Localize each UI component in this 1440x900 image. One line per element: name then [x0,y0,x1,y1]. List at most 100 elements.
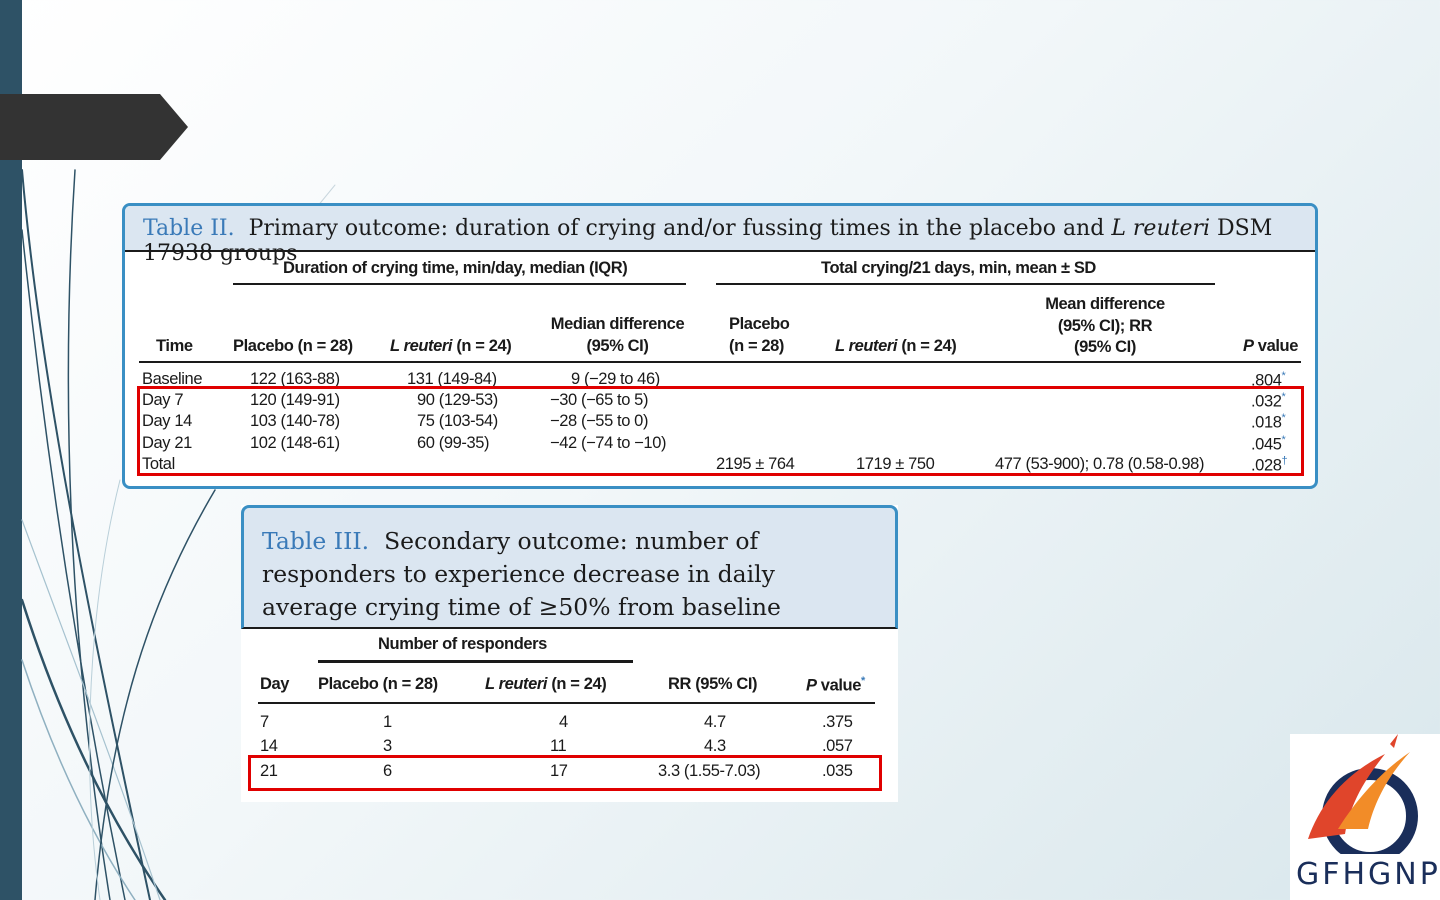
row-p-mark: * [1281,412,1286,424]
col-rr: RR (95% CI) [668,675,758,693]
row-lreuteri: 131 (149-84) [407,370,497,388]
row-median-diff: 9 (−29 to 46) [571,370,660,388]
title-arrow-banner [0,94,188,160]
col-day: Day [260,675,290,693]
row-p: .032* [1251,391,1286,412]
col-p-italic: P [806,676,817,695]
row-time: Day 21 [142,434,192,452]
row-placebo: 3 [383,737,392,755]
col-p-italic: P [1243,337,1254,355]
col-total-placebo-line2: (n = 28) [729,337,785,355]
table-iii-number: Table III. [262,527,370,555]
col-mean-diff: Mean difference (95% CI); RR (95% CI) [1025,294,1185,359]
row-mean-diff: 477 (53-900); 0.78 (0.58-0.98) [995,455,1205,473]
row-placebo: 6 [383,762,392,780]
row-median-diff: −28 (−55 to 0) [550,412,649,430]
row-total-placebo: 2195 ± 764 [716,455,795,473]
table-ii-caption-end: DSM 17938 groups [143,216,1273,266]
col-median-diff: Median difference (95% CI) [545,315,690,356]
row-p-value: .057 [822,737,853,755]
row-placebo: 120 (149-91) [250,391,340,409]
col-total-lreuteri-italic: L reuteri [835,337,898,355]
row-p: .804* [1251,370,1286,391]
row-lreuteri: 4 [559,713,568,731]
row-placebo: 102 (148-61) [250,434,340,452]
row-lreuteri: 11 [550,737,567,755]
group-rule-total [716,283,1215,285]
col-mean-diff-line2: (95% CI); RR [1057,316,1153,335]
col-lreuteri: L reuteri (n = 24) [485,675,607,694]
col-lreuteri-italic: L reuteri [390,337,453,355]
row-lreuteri: 60 (99-35) [417,434,490,452]
row-time: Day 14 [142,412,192,430]
row-placebo: 122 (163-88) [250,370,340,388]
header-rule [139,361,1301,363]
row-p: .018* [1251,412,1286,433]
table-ii-caption: Table II. Primary outcome: duration of c… [125,206,1315,266]
group-rule-responders [318,660,633,663]
col-total-lreuteri: L reuteri (n = 24) [835,337,957,356]
col-lreuteri-italic: L reuteri [485,675,548,693]
logo-emblem-icon [1308,734,1418,864]
row-rr: 4.7 [704,713,726,731]
col-lreuteri-n: (n = 24) [551,675,607,693]
row-lreuteri: 90 (129-53) [417,391,498,409]
row-placebo: 1 [383,713,392,731]
row-p: .028† [1251,455,1288,476]
col-mean-diff-line3: (95% CI) [1074,338,1136,356]
group-header-total: Total crying/21 days, min, mean ± SD [821,259,1096,277]
row-day: 21 [260,762,278,780]
row-time: Day 7 [142,391,184,409]
row-p-value: .375 [822,713,853,731]
row-p-mark: † [1281,455,1288,467]
col-lreuteri-n: (n = 24) [456,337,512,355]
row-p-mark: * [1281,434,1286,446]
table-ii-caption-italic: L reuteri [1111,216,1211,241]
row-lreuteri: 17 [550,762,568,780]
col-lreuteri: L reuteri (n = 24) [390,337,512,356]
row-rr: 3.3 (1.55-7.03) [658,762,761,780]
row-p-mark: * [1281,391,1286,403]
group-header-duration: Duration of crying time, min/day, median… [283,259,628,277]
col-p-label: value [1257,337,1299,355]
col-placebo: Placebo (n = 28) [233,337,353,355]
row-median-diff: −42 (−74 to −10) [550,434,667,452]
row-day: 7 [260,713,269,731]
col-p-mark: * [861,675,865,687]
row-p-value: .018 [1251,413,1282,432]
col-p-value: P value* [806,675,865,696]
header-rule [258,702,875,704]
highlight-box-table-ii [137,386,1304,476]
table-ii-number: Table II. [143,216,235,241]
row-p-value: .045 [1251,435,1282,454]
col-median-diff-line2: (95% CI) [586,337,649,355]
row-placebo: 103 (140-78) [250,412,340,430]
col-total-lreuteri-n: (n = 24) [901,337,957,355]
table-iii-caption: Table III. Secondary outcome: number of … [241,505,898,629]
highlight-box-table-iii [248,755,882,791]
group-rule-duration [233,283,686,285]
col-placebo: Placebo (n = 28) [318,675,438,693]
row-p-value: .804 [1251,371,1282,390]
row-day: 14 [260,737,278,755]
row-p-mark: * [1281,370,1286,382]
row-p-value: .028 [1251,456,1282,475]
col-median-diff-line1: Median difference [550,315,685,333]
table-ii: Table II. Primary outcome: duration of c… [122,203,1318,489]
col-total-placebo: Placebo (n = 28) [729,315,790,356]
row-total-lreuteri: 1719 ± 750 [856,455,935,473]
table-iii: Table III. Secondary outcome: number of … [241,505,898,802]
row-lreuteri: 75 (103-54) [417,412,498,430]
row-median-diff: −30 (−65 to 5) [550,391,649,409]
row-p: .045* [1251,434,1286,455]
group-header-responders: Number of responders [378,635,547,653]
col-p-value: P value [1243,337,1298,356]
col-total-placebo-line1: Placebo [729,315,790,333]
col-mean-diff-line1: Mean difference [1045,295,1165,313]
logo [1290,734,1440,900]
col-time: Time [156,337,193,355]
row-p-value: .032 [1251,392,1282,411]
row-p-value: .035 [822,762,853,780]
row-time: Total [142,455,175,473]
row-rr: 4.3 [704,737,726,755]
